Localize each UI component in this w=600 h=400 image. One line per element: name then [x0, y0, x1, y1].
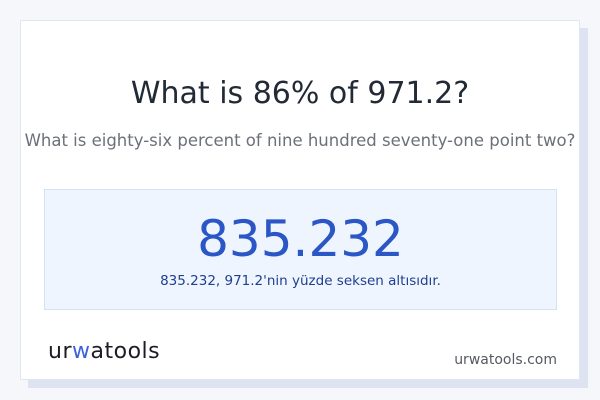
result-box: 835.232 835.232, 971.2'nin yüzde seksen … — [44, 189, 557, 310]
site-url[interactable]: urwatools.com — [454, 352, 557, 368]
result-card: What is 86% of 971.2? What is eighty-six… — [20, 20, 580, 380]
result-description: 835.232, 971.2'nin yüzde seksen altısıdı… — [160, 273, 441, 289]
result-value: 835.232 — [197, 210, 404, 268]
page-subtitle: What is eighty-six percent of nine hundr… — [24, 131, 576, 150]
urwatools-logo[interactable]: urwatools — [48, 339, 161, 364]
page-title: What is 86% of 971.2? — [130, 76, 470, 111]
